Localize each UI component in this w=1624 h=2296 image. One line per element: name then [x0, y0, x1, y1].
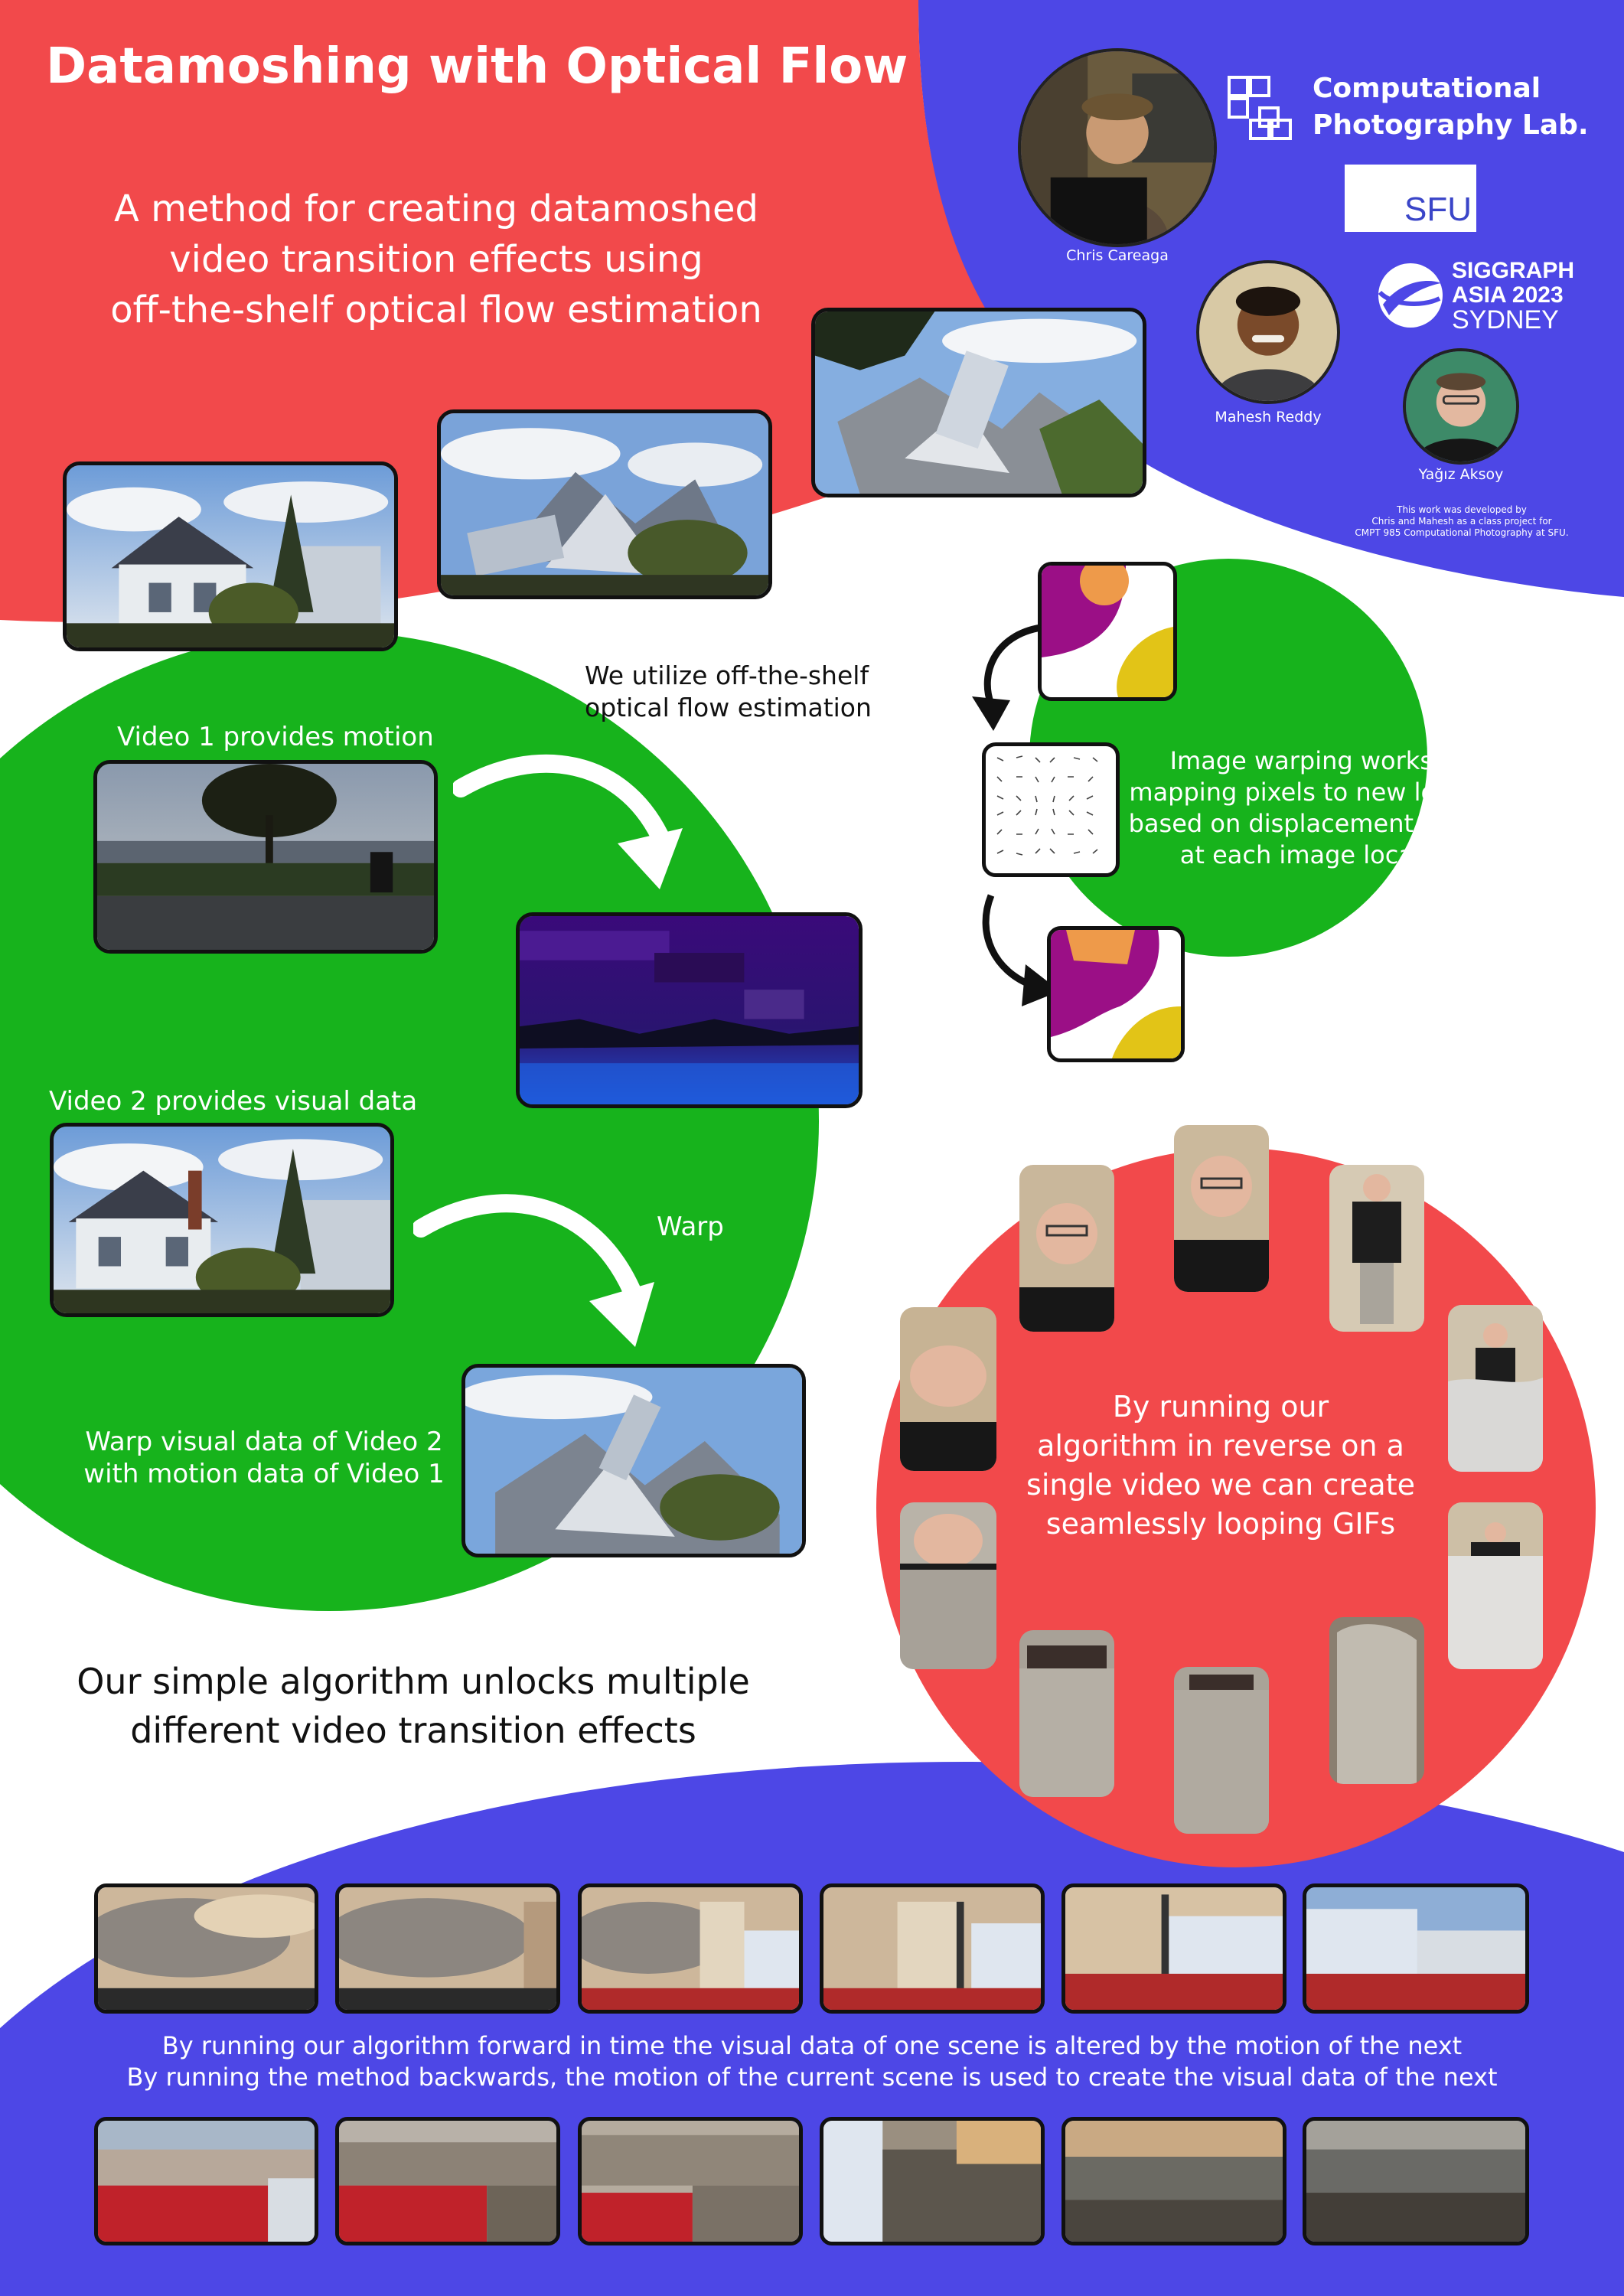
warp-result-photo	[461, 1364, 806, 1557]
displacement-field	[982, 742, 1120, 877]
bottom-description-line: By running our algorithm forward in time…	[161, 2031, 1463, 2060]
sfu-logo-text: SFU	[1404, 191, 1472, 228]
siggraph-text: SIGGRAPH ASIA 2023 SYDNEY	[1452, 258, 1575, 334]
video1-label: Video 1 provides motion	[117, 722, 434, 752]
video1-photo	[93, 760, 438, 954]
warping-description-line: at each image location	[1179, 840, 1461, 869]
loop-frame-blanket	[1448, 1305, 1543, 1472]
project-note: This work was developed by Chris and Mah…	[1332, 504, 1592, 539]
lab-name: Computational Photography Lab.	[1313, 70, 1589, 144]
poster-title: Datamoshing with Optical Flow	[46, 38, 908, 95]
note-line: This work was developed by	[1397, 504, 1527, 515]
subtitle-line: off-the-shelf optical flow estimation	[110, 289, 762, 331]
loop-frame-blanket	[1329, 1617, 1424, 1784]
backward-frame-6	[1303, 2117, 1529, 2245]
forward-frame-6	[1303, 1883, 1529, 2014]
warping-description: Image warping works by mapping pixels to…	[1117, 745, 1523, 871]
lab-name-line: Photography Lab.	[1313, 109, 1589, 141]
backward-frame-5	[1061, 2117, 1286, 2245]
warp-label: Warp	[657, 1212, 724, 1242]
unlock-heading-line: different video transition effects	[130, 1710, 696, 1751]
note-line: CMPT 985 Computational Photography at SF…	[1355, 527, 1569, 538]
backward-frame-3	[578, 2117, 803, 2245]
author-name-yagiz: Yağız Aksoy	[1418, 466, 1504, 483]
unlock-heading-line: Our simple algorithm unlocks multiple	[77, 1661, 750, 1702]
loop-frame-face	[1019, 1165, 1114, 1332]
loop-description-line: algorithm in reverse on a	[1037, 1429, 1404, 1463]
house-photo-datamoshed-1	[437, 409, 772, 599]
lab-name-line: Computational	[1313, 73, 1541, 104]
curve-arrow-icon	[972, 624, 1042, 731]
warp-source-image	[1038, 562, 1177, 701]
motion-arrow-icon	[453, 754, 683, 889]
optical-flow-line: We utilize off-the-shelf	[585, 660, 869, 690]
loop-frame-face-blanket	[900, 1502, 996, 1669]
author-name-mahesh: Mahesh Reddy	[1215, 409, 1322, 426]
optical-flow-visualization	[516, 912, 863, 1108]
subtitle-line: A method for creating datamoshed	[114, 188, 758, 230]
loop-description-line: single video we can create	[1026, 1468, 1415, 1502]
warp-description: Warp visual data of Video 2 with motion …	[77, 1426, 452, 1490]
loop-frame-blanket	[1174, 1667, 1269, 1834]
sfu-logo: SFU	[1345, 165, 1476, 232]
video2-photo	[50, 1123, 394, 1317]
author-photo-mahesh	[1196, 260, 1340, 404]
forward-frame-1	[94, 1883, 318, 2014]
forward-frame-5	[1061, 1883, 1286, 2014]
siggraph-line: SYDNEY	[1452, 305, 1559, 334]
bottom-description: By running our algorithm forward in time…	[31, 2030, 1593, 2093]
loop-frame-blanket	[1448, 1502, 1543, 1669]
warp-arrow-icon	[413, 1194, 654, 1347]
forward-frame-4	[820, 1883, 1045, 2014]
warping-description-line: Image warping works by	[1169, 746, 1471, 775]
warping-description-line: mapping pixels to new location	[1129, 778, 1511, 807]
siggraph-line: SIGGRAPH	[1452, 258, 1575, 283]
warp-description-line: Warp visual data of Video 2	[85, 1427, 443, 1457]
bottom-description-line: By running the method backwards, the mot…	[126, 2063, 1498, 2092]
loop-frame-blanket	[1019, 1630, 1114, 1797]
house-photo-datamoshed-2	[811, 308, 1146, 497]
warp-target-image	[1047, 926, 1185, 1062]
video2-label: Video 2 provides visual data	[49, 1086, 418, 1117]
forward-frame-3	[578, 1883, 803, 2014]
optical-flow-line: optical flow estimation	[585, 693, 872, 722]
note-line: Chris and Mahesh as a class project for	[1371, 516, 1552, 527]
warp-description-line: with motion data of Video 1	[83, 1459, 445, 1489]
lab-logo-icon	[1228, 76, 1292, 140]
siggraph-line: ASIA 2023	[1452, 282, 1564, 308]
siggraph-logo-icon	[1378, 263, 1443, 328]
forward-frame-2	[335, 1883, 560, 2014]
unlock-heading: Our simple algorithm unlocks multiple di…	[31, 1657, 796, 1755]
author-photo-yagiz	[1403, 348, 1519, 465]
loop-frame-body	[1329, 1165, 1424, 1332]
backward-frame-4	[820, 2117, 1045, 2245]
optical-flow-label: We utilize off-the-shelf optical flow es…	[585, 660, 872, 724]
loop-description-line: seamlessly looping GIFs	[1045, 1507, 1396, 1541]
backward-frame-1	[94, 2117, 318, 2245]
curve-arrow-icon	[982, 894, 1060, 1006]
author-name-chris: Chris Careaga	[1066, 247, 1169, 264]
loop-description-line: By running our	[1112, 1390, 1329, 1424]
loop-frame-face	[1174, 1125, 1269, 1292]
backward-frame-2	[335, 2117, 560, 2245]
house-photo-original	[63, 461, 398, 651]
poster-subtitle: A method for creating datamoshed video t…	[77, 184, 796, 335]
warping-description-line: based on displacement vectors	[1128, 809, 1512, 838]
author-photo-chris	[1018, 48, 1217, 247]
loop-frame-face	[900, 1307, 996, 1471]
subtitle-line: video transition effects using	[169, 238, 703, 281]
loop-description: By running our algorithm in reverse on a…	[1003, 1388, 1439, 1544]
